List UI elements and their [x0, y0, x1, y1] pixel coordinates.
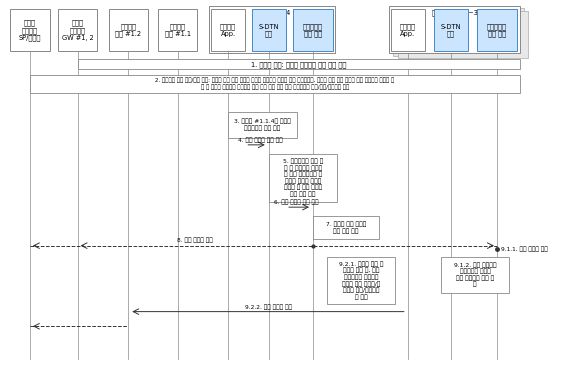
Text: 9.2.2. 긴급 메시지 전송: 9.2.2. 긴급 메시지 전송	[244, 304, 291, 310]
Bar	[328, 257, 395, 304]
Bar	[30, 75, 520, 93]
Text: 데이터링크
추상 계층: 데이터링크 추상 계층	[303, 23, 323, 37]
Bar	[228, 112, 297, 138]
Bar	[313, 215, 379, 239]
Text: 위험감지
App.: 위험감지 App.	[400, 24, 416, 37]
Text: 4. 긴급 메시지 전송 요청: 4. 긴급 메시지 전송 요청	[238, 137, 282, 143]
Text: 다이버
네트워크
GW #1, 2: 다이버 네트워크 GW #1, 2	[62, 20, 94, 41]
Bar	[252, 9, 285, 51]
Text: 다이버 #1.1.4: 다이버 #1.1.4	[254, 9, 290, 16]
Bar	[158, 9, 197, 51]
Bar	[108, 9, 148, 51]
Text: 데이터링크
추상 계층: 데이터링크 추상 계층	[487, 23, 507, 37]
Text: 5. 데이터링크 계층 선
정 및 융합적응 기능에
서 주변 상황정보를 기
반으로 실시간 계약을
단절할 수 있는 확할한
다음 매체 선정: 5. 데이터링크 계층 선 정 및 융합적응 기능에 서 주변 상황정보를 기 …	[282, 159, 323, 197]
Text: 클러스터
헤드 #1.1: 클러스터 헤드 #1.1	[165, 23, 190, 37]
Bar	[269, 154, 336, 202]
Text: 클러스터
헤드 #1.2: 클러스터 헤드 #1.2	[115, 23, 141, 37]
Text: 7. 선정된 다음 매체에
맞는 파킷 생성: 7. 선정된 다음 매체에 맞는 파킷 생성	[326, 221, 366, 233]
Text: 9.2.1. 수신된 긴급 메
시지를 분석 후, 주변
상황정보를 활용하여
전파할 인접 다이버/클
러스터 헤드/게이트웨
이 선정: 9.2.1. 수신된 긴급 메 시지를 분석 후, 주변 상황정보를 활용하여 …	[339, 261, 384, 300]
Text: S-DTN
계층: S-DTN 계층	[441, 24, 461, 37]
Bar	[11, 9, 49, 51]
Bar	[477, 9, 517, 51]
Bar	[211, 9, 246, 51]
Bar	[391, 9, 425, 51]
Text: 9.1.1. 긴급 메시지 수신: 9.1.1. 긴급 메시지 수신	[502, 246, 548, 252]
Bar	[293, 9, 333, 51]
Text: 8. 긴급 메시지 방송: 8. 긴급 메시지 방송	[178, 237, 213, 243]
Bar	[390, 6, 520, 53]
Bar	[397, 11, 528, 58]
Text: 6. 긴급 메시지 전송 요청: 6. 긴급 메시지 전송 요청	[274, 200, 319, 205]
Bar	[209, 6, 335, 53]
Bar	[394, 8, 524, 56]
Text: 위험감지
App.: 위험감지 App.	[220, 24, 236, 37]
Text: 1. 초기화 과정: 다이버 네트워크 형성 과정 수행: 1. 초기화 과정: 다이버 네트워크 형성 과정 수행	[251, 61, 346, 68]
Bar	[441, 257, 509, 292]
Text: 2. 주변상황 정보 수집/갱신 과정: 데이터 링크 추상 계층을 통해서 수집되는 다양한 주변 상황정보에, 다양한 수중 통신 매체를 통해 수신되는 : 2. 주변상황 정보 수집/갱신 과정: 데이터 링크 추상 계층을 통해서 수…	[155, 77, 394, 90]
Bar	[77, 59, 520, 69]
Text: 다이버
네트워크
SP/사용자: 다이버 네트워크 SP/사용자	[19, 19, 41, 41]
Bar	[434, 9, 468, 51]
Bar	[58, 9, 97, 51]
Text: 3. 다이버 #1.1.4에 장착된
센서로부터 위험 감지: 3. 다이버 #1.1.4에 장착된 센서로부터 위험 감지	[234, 119, 291, 131]
Text: 9.1.2. 긴급 메시지를
수신자마다 다이버
에게 지원요청 경보 작
동: 9.1.2. 긴급 메시지를 수신자마다 다이버 에게 지원요청 경보 작 동	[454, 262, 496, 287]
Text: S-DTN
계층: S-DTN 계층	[258, 24, 279, 37]
Text: 다이버 #1.1.1~3: 다이버 #1.1.1~3	[432, 9, 478, 16]
